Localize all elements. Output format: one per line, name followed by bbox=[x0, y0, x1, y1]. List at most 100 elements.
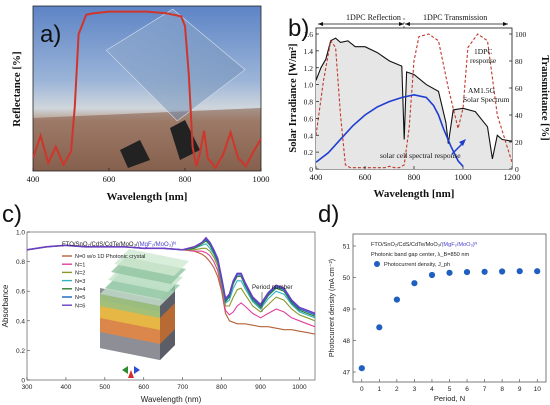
panel-b-y2tick-label-5: 100 bbox=[515, 30, 527, 39]
panel-b-ytick-label-3: 0.6 bbox=[304, 114, 314, 123]
panel-c-legend-label-6: N=6 bbox=[75, 303, 85, 309]
panel-b-series-0 bbox=[316, 37, 512, 160]
panel-a-xtick-label-2: 800 bbox=[179, 174, 192, 184]
panel-b-xtick-label-4: 1200 bbox=[504, 172, 521, 182]
panel-d-subtitle: Photonic band gap center, λ_B=850 nm bbox=[371, 252, 469, 258]
panel-c-xtick-label-5: 800 bbox=[216, 384, 227, 391]
panel-c-legend-label-1: N=1 bbox=[75, 262, 85, 268]
panel-c-ylabel: Absorbance bbox=[1, 284, 10, 327]
panel-a-xtick-label-3: 1000 bbox=[253, 174, 270, 184]
annotation-dpc-response-line1: 1DPC bbox=[474, 47, 492, 56]
panel-d-ytick-label-2: 49 bbox=[343, 307, 351, 314]
panel-c-label: c) bbox=[2, 201, 22, 228]
panel-d-legend-text: Photocurrent density, J_ph bbox=[384, 262, 450, 268]
panel-b-annotations: 1DPC Reflection 1DPC Transmission 1DPC r… bbox=[318, 13, 510, 160]
panel-c-xtick-label-1: 400 bbox=[60, 384, 71, 391]
panel-b-ytick-label-5: 1.0 bbox=[304, 81, 314, 90]
panel-d-axes: 0 1 2 3 4 5 6 7 8 9 10 47 48 49 50 51 Period, N Photocurr… bbox=[329, 244, 541, 404]
panel-a-label: a) bbox=[40, 21, 61, 48]
panel-c-series-6 bbox=[27, 236, 315, 315]
panel-a-xtick-label-0: 400 bbox=[27, 174, 40, 184]
panel-d-xtick-label-7: 7 bbox=[483, 386, 487, 393]
panel-a-axes: 400 600 800 1000 Wavelength [nm] Reflectance … bbox=[11, 51, 270, 203]
panel-b-ytick-label-0: 0 bbox=[309, 165, 313, 174]
panel-b-xtick-label-0: 400 bbox=[310, 172, 323, 182]
panel-d-xtick-label-8: 8 bbox=[500, 386, 504, 393]
panel-c-xtick-label-2: 500 bbox=[99, 384, 110, 391]
panel-a-plot bbox=[33, 10, 261, 170]
panel-b-solar-fill bbox=[316, 38, 512, 169]
annotation-am15-line2: Solar Spectrum bbox=[463, 95, 510, 104]
panel-b-xtick-label-3: 1000 bbox=[455, 172, 472, 182]
panel-d-xtick-label-3: 3 bbox=[413, 386, 417, 393]
panel-d-point-8 bbox=[499, 268, 506, 275]
panel-c-xtick-label-6: 900 bbox=[255, 384, 266, 391]
panel-b-ylabel: Solar Irradiance [W/m²] bbox=[288, 43, 299, 152]
panel-b-y2label: Transmittance [%] bbox=[539, 55, 550, 140]
panel-c-legend-label-2: N=2 bbox=[75, 271, 85, 277]
panel-d-point-2 bbox=[393, 296, 400, 303]
panel-b-axes: 400 600 800 1000 120000.20.40.60.81.01.21.41… bbox=[288, 30, 550, 200]
panel-c-legend-label-5: N=5 bbox=[75, 295, 85, 301]
panel-b-ytick-label-1: 0.2 bbox=[304, 148, 314, 157]
panel-a: a) 400 600 800 1000 Wavelength [nm] Reflectan… bbox=[11, 5, 270, 203]
panel-b-y2tick-label-3: 60 bbox=[515, 84, 523, 93]
panel-c: 300 400 500 600 700 800 900 1000 0 0.2 0.4 0.6 0.8 1.… bbox=[1, 201, 316, 405]
panel-d-xtick-label-4: 4 bbox=[430, 386, 434, 393]
panel-d-xtick-label-0: 0 bbox=[360, 386, 364, 393]
panel-c-legend: N=0 w/o 1D Photonic crystal N=1 N=2 N=3 N=4 N… bbox=[62, 254, 145, 309]
panel-c-xtick-label-0: 300 bbox=[22, 384, 33, 391]
panel-d-xtick-label-10: 10 bbox=[534, 386, 542, 393]
panel-d-ylabel: Photocurrent density (mA cm⁻²) bbox=[329, 259, 336, 357]
panel-c-ytick-label-1: 0.2 bbox=[16, 348, 25, 355]
panel-c-xlabel: Wavelength (nm) bbox=[141, 395, 202, 404]
panel-b-series-1 bbox=[316, 33, 512, 169]
panel-b-y2tick-label-0: 0 bbox=[515, 165, 519, 174]
panel-b-y2tick-label-2: 40 bbox=[515, 111, 523, 120]
panel-b-y2tick-label-1: 20 bbox=[515, 138, 523, 147]
panel-d-ytick-label-3: 50 bbox=[343, 275, 351, 282]
panel-b-ytick-label-7: 1.4 bbox=[304, 47, 314, 56]
panel-b-series-2 bbox=[316, 93, 464, 167]
panel-a-xtick-label-1: 600 bbox=[103, 174, 116, 184]
panel-d-point-4 bbox=[428, 271, 436, 279]
panel-b-xtick-label-2: 800 bbox=[408, 172, 421, 182]
panel-c-ytick-label-4: 0.8 bbox=[16, 259, 25, 266]
panel-b-y2tick-label-4: 80 bbox=[515, 57, 523, 66]
panel-c-xtick-label-7: 1000 bbox=[292, 384, 307, 391]
panel-c-axes: 300 400 500 600 700 800 900 1000 0 0.2 0.4 0.6 0.8 1.… bbox=[1, 230, 307, 405]
panel-d-point-5 bbox=[446, 269, 453, 276]
panel-c-legend-label-4: N=4 bbox=[75, 287, 85, 293]
panel-a-series-0 bbox=[33, 10, 261, 170]
panel-b: 400 600 800 1000 120000.20.40.60.81.01.21.41… bbox=[288, 13, 550, 200]
panel-b-ytick-label-6: 1.2 bbox=[304, 64, 314, 73]
panel-c-ytick-label-0: 0 bbox=[21, 378, 25, 385]
annotation-cell-response: solar cell spectral response bbox=[380, 151, 461, 160]
panel-c-plot bbox=[27, 236, 315, 335]
panel-b-xtick-label-1: 600 bbox=[359, 172, 372, 182]
panel-d-structure-label: FTO/SnO₂/CdS/CdTe/MoO₃/(MgF₂/MoO₃)ᴺ bbox=[371, 241, 478, 248]
panel-d-frame bbox=[352, 233, 547, 383]
panel-d-ytick-label-1: 48 bbox=[343, 338, 351, 345]
panel-c-legend-label-0: N=0 w/o 1D Photonic crystal bbox=[75, 254, 145, 260]
annotation-am15-line1: AM1.5G bbox=[468, 86, 495, 95]
panel-d-point-7 bbox=[481, 268, 488, 275]
panel-b-xlabel: Wavelength [nm] bbox=[374, 188, 455, 200]
panel-d-point-6 bbox=[463, 269, 471, 276]
panel-d-point-3 bbox=[411, 280, 418, 287]
panel-d-point-10 bbox=[534, 268, 541, 275]
annotation-reflection: 1DPC Reflection bbox=[346, 13, 401, 22]
panel-d-legend-marker bbox=[374, 261, 380, 267]
panel-d-point-1 bbox=[376, 324, 383, 331]
panel-d-xtick-label-2: 2 bbox=[395, 386, 399, 393]
panel-d-point-9 bbox=[516, 268, 523, 275]
annotation-dpc-response-line2: response bbox=[470, 56, 497, 65]
panel-b-ytick-label-4: 0.8 bbox=[304, 98, 314, 107]
panel-d-xtick-label-5: 5 bbox=[448, 386, 452, 393]
panel-c-xtick-label-4: 700 bbox=[177, 384, 188, 391]
panel-d-plot bbox=[358, 268, 541, 372]
annotation-period-number: Period number bbox=[252, 284, 293, 291]
panel-d-point-0 bbox=[358, 365, 365, 372]
panel-d-xtick-label-9: 9 bbox=[518, 386, 522, 393]
